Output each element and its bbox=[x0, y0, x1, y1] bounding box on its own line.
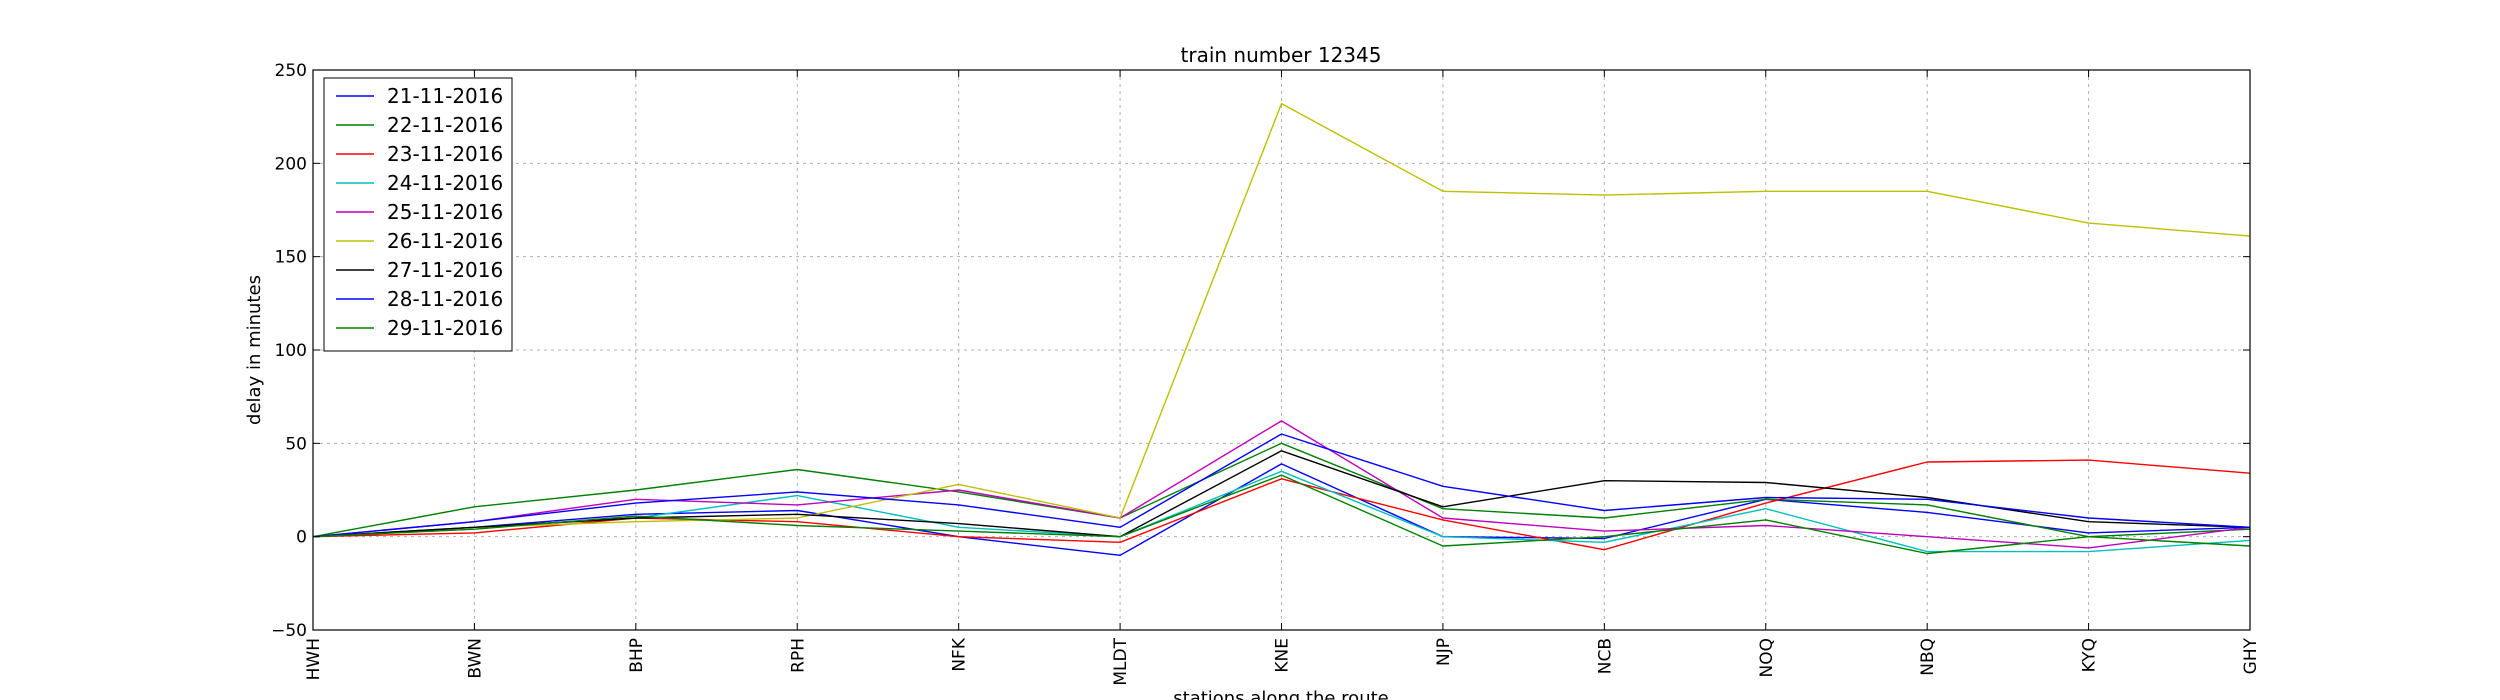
x-tick-label: RPH bbox=[788, 638, 808, 673]
legend-box bbox=[323, 77, 513, 352]
x-tick-label: NBQ bbox=[1918, 638, 1938, 676]
y-tick-label: 150 bbox=[275, 248, 307, 268]
y-tick-label: 250 bbox=[275, 61, 307, 81]
grid bbox=[312, 69, 2251, 631]
axis-ticks: −50 0 50 100 150 200 250 HWH BWN BHP RPH NFK MLDT KNE… bbox=[271, 61, 2261, 686]
x-axis-title: stations along the route bbox=[1173, 688, 1388, 700]
y-axis-title: delay in minutes bbox=[244, 275, 265, 425]
series-lines bbox=[312, 102, 2251, 556]
x-tick-label: BWN bbox=[465, 638, 485, 679]
series-line bbox=[312, 463, 2251, 556]
series-line bbox=[312, 442, 2251, 538]
x-tick-label: MLDT bbox=[1111, 637, 1131, 685]
x-tick-label: BHP bbox=[627, 638, 647, 673]
y-tick-label: 100 bbox=[275, 341, 307, 361]
y-tick-label: −50 bbox=[271, 621, 307, 641]
series-line bbox=[312, 474, 2251, 555]
x-tick-label: HWH bbox=[304, 638, 324, 680]
x-tick-label: GHY bbox=[2241, 637, 2261, 674]
legend-label: 22-11-2016 bbox=[387, 113, 503, 137]
x-tick-label: NJP bbox=[1434, 638, 1454, 666]
legend-label: 21-11-2016 bbox=[387, 84, 503, 108]
y-tick-label: 50 bbox=[285, 434, 307, 454]
legend: 21-11-2016 22-11-2016 23-11-2016 24-11-2016… bbox=[323, 77, 513, 352]
x-tick-label: KNE bbox=[1273, 638, 1293, 673]
x-tick-label: NCB bbox=[1595, 638, 1615, 674]
x-tick-label: KYQ bbox=[2080, 638, 2100, 672]
series-line bbox=[312, 433, 2251, 538]
legend-label: 29-11-2016 bbox=[387, 316, 503, 340]
legend-label: 24-11-2016 bbox=[387, 171, 503, 195]
legend-label: 23-11-2016 bbox=[387, 142, 503, 166]
series-line bbox=[312, 450, 2251, 538]
series-line bbox=[312, 420, 2251, 549]
legend-label: 27-11-2016 bbox=[387, 258, 503, 282]
y-tick-label: 200 bbox=[275, 154, 307, 174]
legend-label: 28-11-2016 bbox=[387, 287, 503, 311]
x-tick-label: NFK bbox=[950, 637, 970, 671]
legend-label: 26-11-2016 bbox=[387, 229, 503, 253]
chart-title: train number 12345 bbox=[1181, 43, 1382, 67]
y-tick-label: 0 bbox=[296, 528, 307, 548]
x-tick-label: NOQ bbox=[1757, 638, 1777, 677]
legend-label: 25-11-2016 bbox=[387, 200, 503, 224]
series-line bbox=[312, 102, 2251, 538]
